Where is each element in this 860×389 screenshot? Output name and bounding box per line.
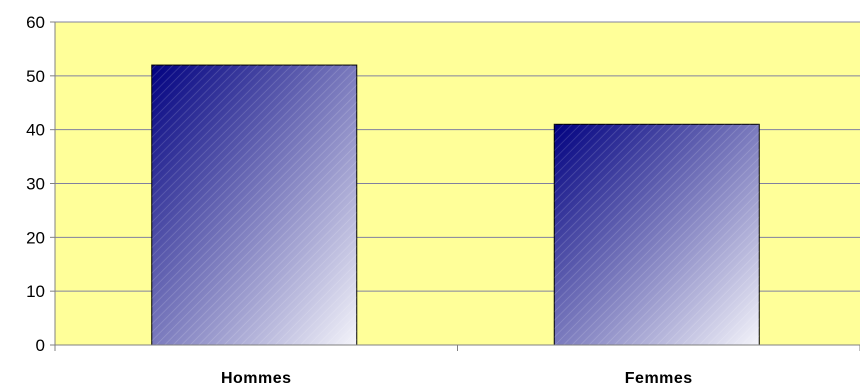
y-tick-label-20: 20 — [26, 228, 45, 247]
x-category-label-femmes: Femmes — [625, 370, 693, 387]
x-category-labels: Hommes Femmes — [221, 370, 693, 387]
axes — [50, 21, 860, 351]
y-tick-label-50: 50 — [26, 67, 45, 86]
y-tick-label-60: 60 — [26, 13, 45, 32]
y-tick-labels: 0 10 20 30 40 50 60 — [26, 13, 45, 355]
bar-hatch-hommes — [151, 65, 357, 346]
x-category-label-hommes: Hommes — [221, 370, 292, 387]
y-tick-label-30: 30 — [26, 175, 45, 194]
y-tick-label-10: 10 — [26, 282, 45, 301]
y-tick-label-0: 0 — [36, 336, 45, 355]
bars — [151, 64, 760, 346]
y-tick-label-40: 40 — [26, 121, 45, 140]
bar-hatch-femmes — [554, 124, 760, 346]
